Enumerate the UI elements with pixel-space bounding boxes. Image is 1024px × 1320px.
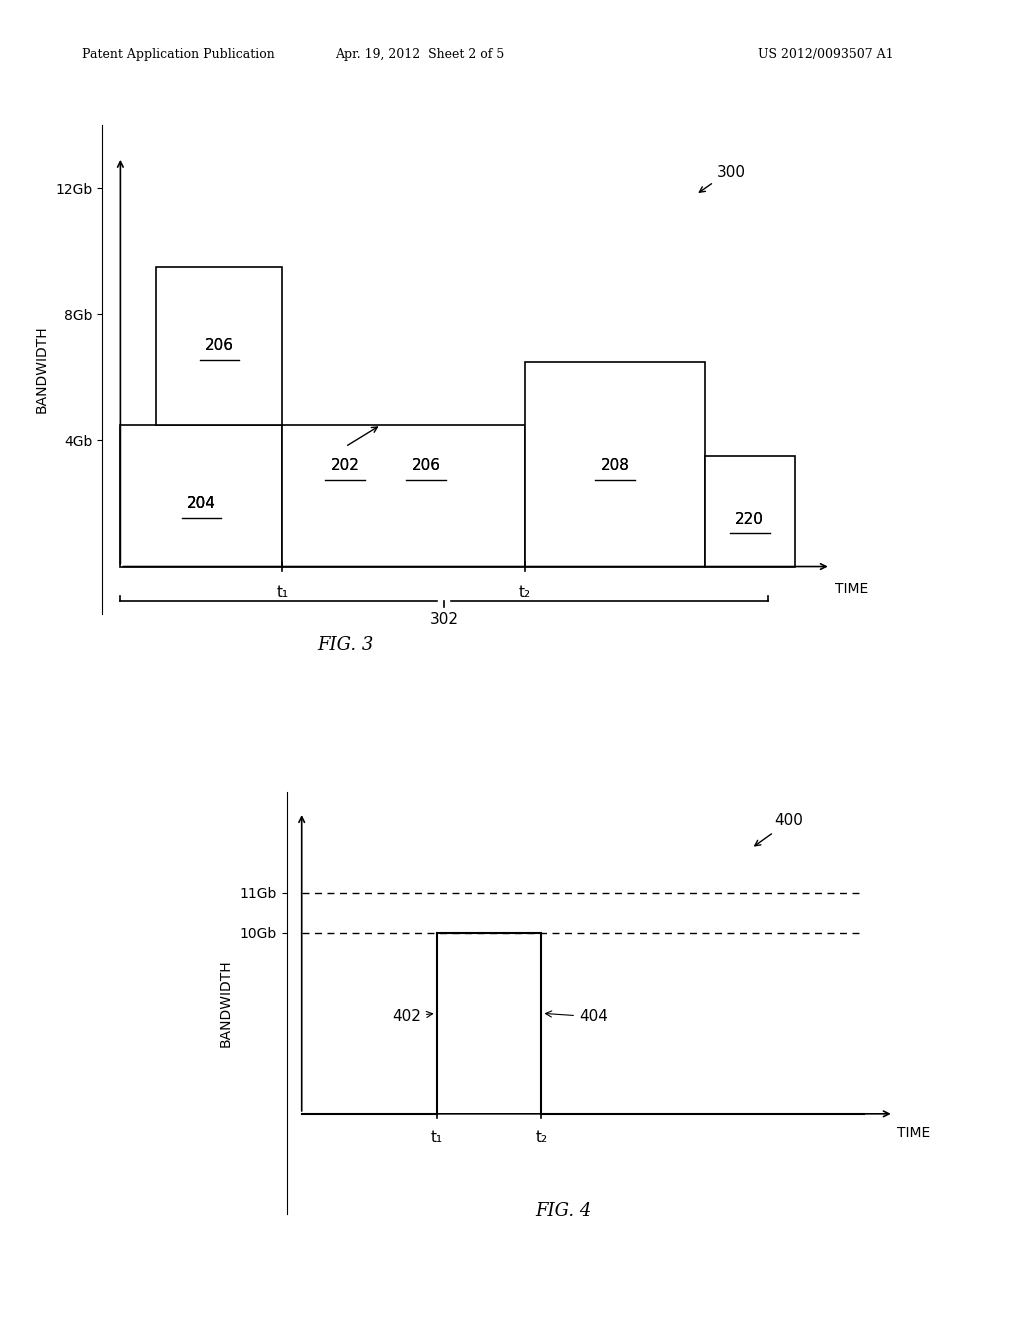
Text: TIME: TIME [897, 1126, 931, 1140]
Bar [525, 362, 705, 566]
Text: 206: 206 [412, 458, 440, 473]
Text: 206: 206 [205, 338, 233, 354]
Text: t₂: t₂ [536, 1130, 548, 1144]
Text: 220: 220 [735, 512, 764, 527]
Text: 206: 206 [205, 338, 233, 354]
Text: US 2012/0093507 A1: US 2012/0093507 A1 [758, 48, 893, 61]
Text: 302: 302 [429, 612, 459, 627]
Text: 204: 204 [186, 496, 216, 511]
Text: t₂: t₂ [519, 586, 531, 601]
Text: Patent Application Publication: Patent Application Publication [82, 48, 274, 61]
Text: FIG. 3: FIG. 3 [317, 636, 374, 653]
Text: TIME: TIME [836, 582, 868, 597]
Y-axis label: BANDWIDTH: BANDWIDTH [219, 960, 232, 1047]
Text: 400: 400 [774, 813, 803, 828]
Y-axis label: BANDWIDTH: BANDWIDTH [35, 326, 48, 413]
Text: t₁: t₁ [276, 586, 289, 601]
Text: 204: 204 [186, 496, 216, 511]
Text: FIG. 4: FIG. 4 [536, 1203, 592, 1220]
Text: 208: 208 [600, 458, 630, 473]
Text: 220: 220 [735, 512, 764, 527]
Text: 300: 300 [717, 165, 746, 180]
Text: Apr. 19, 2012  Sheet 2 of 5: Apr. 19, 2012 Sheet 2 of 5 [335, 48, 505, 61]
Bar [283, 425, 525, 566]
Text: 404: 404 [546, 1010, 608, 1024]
Text: 202: 202 [331, 458, 359, 473]
Text: 204: 204 [186, 496, 216, 511]
Text: 402: 402 [392, 1010, 432, 1024]
Bar [157, 267, 283, 425]
Bar [705, 457, 795, 566]
Bar [121, 425, 283, 566]
Text: t₁: t₁ [430, 1130, 442, 1144]
Text: 206: 206 [412, 458, 440, 473]
Text: 208: 208 [600, 458, 630, 473]
Text: 202: 202 [331, 458, 359, 473]
